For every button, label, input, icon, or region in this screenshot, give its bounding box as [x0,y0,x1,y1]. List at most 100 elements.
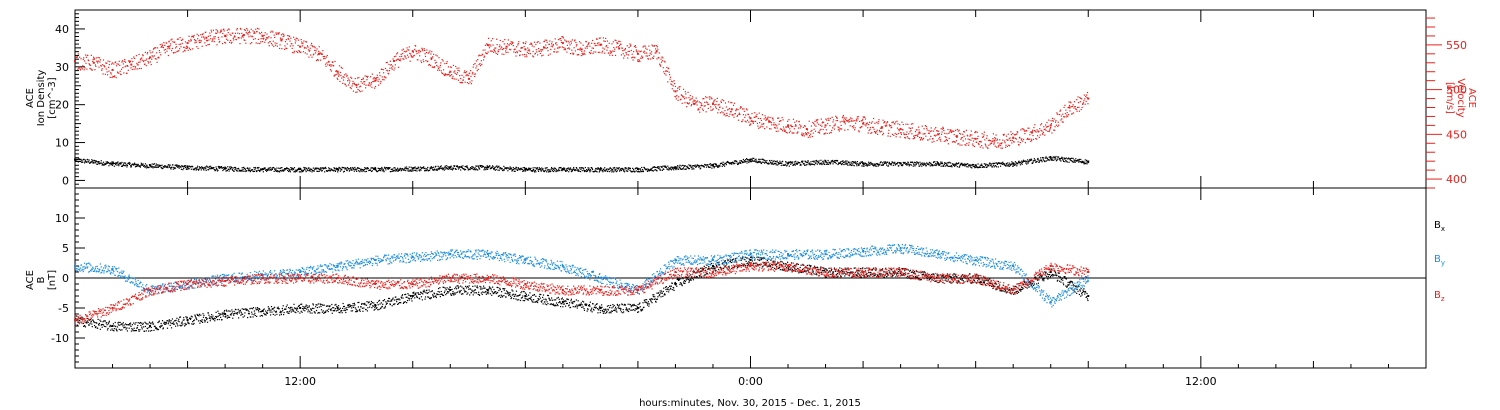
velocity-series-dot [198,41,201,44]
velocity-series-dot [506,46,508,48]
velocity-series-dot [847,129,849,131]
ion-density-series-dot [180,168,183,170]
ion-density-series-dot [663,168,665,171]
velocity-series-dot [105,68,107,70]
ion-density-series-dot [410,166,412,168]
ion-density-series-dot [496,167,499,169]
velocity-series-dot [518,50,520,52]
velocity-series-dot [116,71,119,73]
velocity-series-dot [133,68,135,70]
ion-density-series-dot [892,161,894,164]
velocity-series-dot [744,116,746,118]
velocity-series-dot [783,130,786,132]
velocity-series-dot [148,57,151,59]
velocity-series-dot [504,47,506,49]
velocity-series-dot [578,54,580,56]
velocity-series-dot [983,131,985,133]
velocity-series-dot [617,46,619,48]
velocity-series-dot [972,143,974,145]
ion-density-series-dot [546,171,548,173]
velocity-series-dot [112,75,115,78]
velocity-series-dot [1041,130,1043,132]
ion-density-series-dot [795,163,798,165]
ion-density-series-dot [755,158,757,160]
ion-density-series-dot [293,171,295,173]
velocity-series-dot [420,61,423,64]
velocity-series-dot [483,55,486,57]
velocity-series-dot [911,127,913,129]
ion-density-series-dot [352,167,355,170]
ion-density-series-dot [94,162,96,164]
velocity-series-dot [641,57,643,59]
velocity-series-dot [301,45,304,47]
velocity-series-dot [908,127,910,129]
ion-density-series-dot [1082,161,1085,163]
velocity-series-dot [479,63,481,65]
ion-density-series-dot [333,168,336,170]
ion-density-series-dot [1085,159,1088,161]
velocity-series-dot [927,132,930,134]
velocity-series-dot [566,44,568,46]
ion-density-series-dot [342,171,345,173]
velocity-series-dot [382,69,384,71]
ion-density-series-dot [442,169,444,171]
velocity-series-dot [370,83,372,85]
velocity-series-dot [663,71,665,73]
ion-density-series-dot [320,170,323,172]
ion-density-series-dot [509,168,511,170]
velocity-series-dot [890,124,892,127]
velocity-series-dot [1076,99,1078,101]
ion-density-series-dot [970,164,972,166]
velocity-series-dot [545,44,547,46]
ion-density-series-dot [997,166,999,168]
ion-density-series-dot [513,170,515,172]
velocity-series-dot [355,84,357,86]
ion-density-series-dot [683,165,686,167]
velocity-series-dot [872,117,875,120]
velocity-series-dot [1017,131,1019,133]
velocity-series-dot [156,47,159,49]
velocity-series-dot [590,52,592,54]
ion-density-series-dot [476,165,478,167]
velocity-series-dot [833,128,836,130]
ion-density-series-dot [612,170,614,172]
ion-density-series-dot [837,163,840,165]
velocity-series-dot [508,44,510,46]
ion-density-series-dot [110,162,112,164]
series-bx-dot [174,320,176,322]
ion-density-series-dot [152,167,154,169]
ion-density-series-dot [716,165,718,167]
velocity-series-dot [970,130,972,132]
velocity-series-dot [872,126,874,129]
velocity-series-dot [1056,113,1058,115]
ion-density-series-dot [133,163,135,165]
ion-density-series-dot [104,162,106,165]
velocity-series-dot [750,120,753,122]
ion-density-series-dot [179,165,181,167]
velocity-series-dot [391,67,393,69]
ion-density-series-dot [414,167,416,169]
ion-density-series-dot [562,168,564,171]
ion-density-series-dot [330,168,332,170]
ion-density-series-dot [547,169,549,171]
ion-density-series-dot [105,163,107,166]
velocity-series-dot [785,126,787,128]
velocity-series-dot [156,61,158,63]
ion-density-series-dot [962,163,964,165]
velocity-series-dot [562,36,564,38]
velocity-series-dot [976,131,978,133]
velocity-series-dot [874,122,876,124]
ion-density-series-dot [540,170,542,172]
velocity-series-dot [968,139,971,141]
velocity-series-dot [155,58,157,60]
ion-density-series-dot [337,169,340,171]
ion-density-series-dot [1064,161,1066,163]
ion-density-series-dot [952,163,954,165]
velocity-series-dot [747,113,749,116]
velocity-series-dot [128,61,130,63]
velocity-series-dot [802,134,804,136]
velocity-series-dot [174,47,177,49]
velocity-series-dot [907,123,909,125]
velocity-series-dot [868,121,871,123]
ion-density-series-dot [791,162,794,164]
